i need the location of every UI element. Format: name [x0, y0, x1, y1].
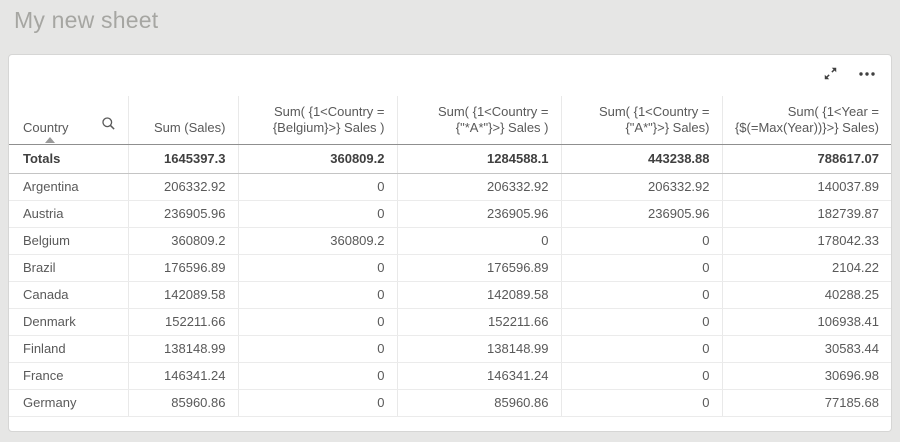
header-row: Country Sum (Sales) Sum( {1<Country = {Bel… [9, 96, 891, 145]
measure-cell: 138148.99 [128, 335, 239, 363]
measure-cell: 0 [238, 200, 398, 228]
measure-cell: 0 [561, 308, 723, 336]
straight-table-visualization: Country Sum (Sales) Sum( {1<Country = {Bel… [8, 54, 892, 432]
measure-cell: 0 [561, 254, 723, 282]
measure-cell: 236905.96 [128, 200, 239, 228]
fullscreen-expand-icon[interactable] [820, 63, 841, 84]
totals-value: 443238.88 [561, 144, 723, 174]
column-header-label: Sum (Sales) [153, 119, 226, 135]
measure-cell: 77185.68 [722, 389, 891, 417]
column-header-sum-belgium[interactable]: Sum( {1<Country = {Belgium}>} Sales ) [238, 96, 398, 145]
totals-value: 1284588.1 [397, 144, 562, 174]
sort-ascending-icon [45, 136, 55, 143]
measure-cell: 0 [397, 227, 562, 255]
totals-value: 788617.07 [722, 144, 891, 174]
dimension-cell-country[interactable]: Canada [9, 281, 129, 309]
measure-cell: 360809.2 [128, 227, 239, 255]
table-header: Country Sum (Sales) Sum( {1<Country = {Bel… [9, 96, 891, 145]
column-header-label: Country [23, 119, 69, 135]
measure-cell: 0 [561, 389, 723, 417]
more-options-icon[interactable] [855, 64, 879, 84]
dimension-cell-country[interactable]: Brazil [9, 254, 129, 282]
measure-cell: 85960.86 [128, 389, 239, 417]
table-row: Canada 142089.58 0 142089.58 0 40288.25 [9, 281, 891, 309]
measure-cell: 0 [238, 362, 398, 390]
dimension-cell-country[interactable]: Argentina [9, 173, 129, 201]
measure-cell: 0 [238, 281, 398, 309]
table-row: Finland 138148.99 0 138148.99 0 30583.44 [9, 335, 891, 363]
column-header-label: Sum( {1<Country = {Belgium}>} Sales ) [272, 103, 385, 135]
measure-cell: 40288.25 [722, 281, 891, 309]
table-row: Austria 236905.96 0 236905.96 236905.96 18273… [9, 200, 891, 228]
column-header-label: Sum( {1<Country = {"A*"}>} Sales) [598, 103, 710, 135]
measure-cell: 206332.92 [397, 173, 562, 201]
measure-cell: 0 [561, 227, 723, 255]
measure-cell: 0 [561, 362, 723, 390]
measure-cell: 236905.96 [397, 200, 562, 228]
measure-cell: 142089.58 [128, 281, 239, 309]
measure-cell: 152211.66 [128, 308, 239, 336]
measure-cell: 30696.98 [722, 362, 891, 390]
table-body: Totals 1645397.3 360809.2 1284588.1 443238.8… [9, 144, 891, 417]
measure-cell: 178042.33 [722, 227, 891, 255]
measure-cell: 360809.2 [238, 227, 398, 255]
measure-cell: 0 [238, 254, 398, 282]
measure-cell: 176596.89 [397, 254, 562, 282]
column-header-label: Sum( {1<Year = {$(=Max(Year))}>} Sales) [734, 103, 879, 135]
table-row: Argentina 206332.92 0 206332.92 206332.92 140… [9, 173, 891, 201]
measure-cell: 0 [238, 308, 398, 336]
dimension-cell-country[interactable]: Denmark [9, 308, 129, 336]
column-header-sum-a-star[interactable]: Sum( {1<Country = {"A*"}>} Sales) [561, 96, 723, 145]
dimension-cell-country[interactable]: Belgium [9, 227, 129, 255]
column-header-country[interactable]: Country [9, 96, 129, 145]
dimension-cell-country[interactable]: Germany [9, 389, 129, 417]
table-row: Brazil 176596.89 0 176596.89 0 2104.22 [9, 254, 891, 282]
measure-cell: 206332.92 [561, 173, 723, 201]
table-row: Denmark 152211.66 0 152211.66 0 106938.41 [9, 308, 891, 336]
dimension-cell-country[interactable]: Austria [9, 200, 129, 228]
table-row: France 146341.24 0 146341.24 0 30696.98 [9, 362, 891, 390]
totals-label: Totals [9, 144, 129, 174]
measure-cell: 176596.89 [128, 254, 239, 282]
measure-cell: 152211.66 [397, 308, 562, 336]
totals-row: Totals 1645397.3 360809.2 1284588.1 443238.8… [9, 144, 891, 174]
column-header-label: Sum( {1<Country = {"*A*"}>} Sales ) [437, 103, 549, 135]
sheet-title: My new sheet [14, 7, 159, 33]
measure-cell: 0 [238, 335, 398, 363]
measure-cell: 146341.24 [397, 362, 562, 390]
measure-cell: 142089.58 [397, 281, 562, 309]
measure-cell: 140037.89 [722, 173, 891, 201]
measure-cell: 85960.86 [397, 389, 562, 417]
measure-cell: 0 [238, 389, 398, 417]
dimension-cell-country[interactable]: France [9, 362, 129, 390]
measure-cell: 0 [238, 173, 398, 201]
measure-cell: 182739.87 [722, 200, 891, 228]
column-header-sum-star-a-star[interactable]: Sum( {1<Country = {"*A*"}>} Sales ) [397, 96, 562, 145]
measure-cell: 0 [561, 335, 723, 363]
measure-cell: 30583.44 [722, 335, 891, 363]
column-header-sum-max-year[interactable]: Sum( {1<Year = {$(=Max(Year))}>} Sales) [722, 96, 891, 145]
measure-cell: 2104.22 [722, 254, 891, 282]
table-row: Belgium 360809.2 360809.2 0 0 178042.33 [9, 227, 891, 255]
measure-cell: 236905.96 [561, 200, 723, 228]
visualization-toolbar [820, 63, 879, 84]
measure-cell: 206332.92 [128, 173, 239, 201]
column-header-sum-sales[interactable]: Sum (Sales) [128, 96, 239, 145]
straight-table: Country Sum (Sales) Sum( {1<Country = {Bel… [9, 96, 891, 417]
measure-cell: 146341.24 [128, 362, 239, 390]
search-icon[interactable] [101, 116, 116, 131]
totals-value: 1645397.3 [128, 144, 239, 174]
measure-cell: 106938.41 [722, 308, 891, 336]
totals-value: 360809.2 [238, 144, 398, 174]
measure-cell: 138148.99 [397, 335, 562, 363]
dimension-cell-country[interactable]: Finland [9, 335, 129, 363]
measure-cell: 0 [561, 281, 723, 309]
table-row: Germany 85960.86 0 85960.86 0 77185.68 [9, 389, 891, 417]
